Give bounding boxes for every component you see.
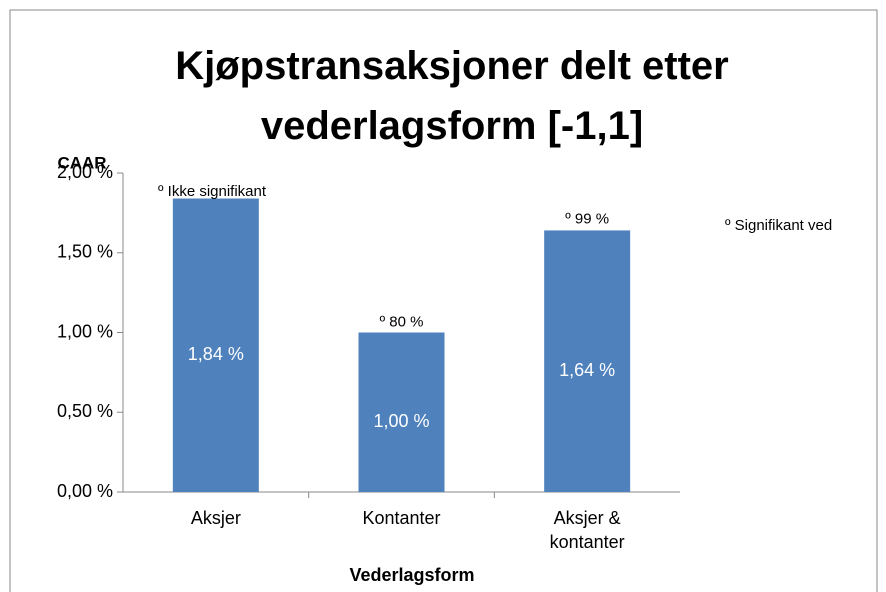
y-tick-label: 2,00 %: [57, 162, 113, 182]
annotation: º 80 %: [380, 313, 424, 330]
x-tick-label: Aksjer & kontanter: [549, 508, 625, 552]
note: º Signifikant ved: [725, 217, 833, 234]
annotation: º 99 %: [565, 210, 609, 227]
value-label: 1,00 %: [373, 411, 429, 431]
y-tick-label: 1,00 %: [57, 321, 113, 341]
chart-frame: [9, 9, 878, 592]
y-tick-label: 0,50 %: [57, 401, 113, 421]
y-axis-label: CAAR: [57, 153, 106, 172]
bar: [544, 230, 631, 493]
chart-title: Kjøpstransaksjoner delt etter vederlagsf…: [175, 44, 729, 148]
bar: [172, 198, 259, 492]
x-tick-label: Aksjer: [190, 508, 241, 528]
x-tick-label: Kontanter: [362, 508, 441, 528]
value-label: 1,64 %: [559, 360, 615, 380]
y-tick-label: 0,00 %: [57, 481, 113, 501]
y-tick-label: 1,50 %: [57, 242, 113, 262]
bar: [358, 332, 445, 492]
annotation: º Ikke signifikant: [158, 183, 267, 200]
x-axis-label: Vederlagsform: [349, 565, 474, 585]
value-label: 1,84 %: [188, 344, 244, 364]
